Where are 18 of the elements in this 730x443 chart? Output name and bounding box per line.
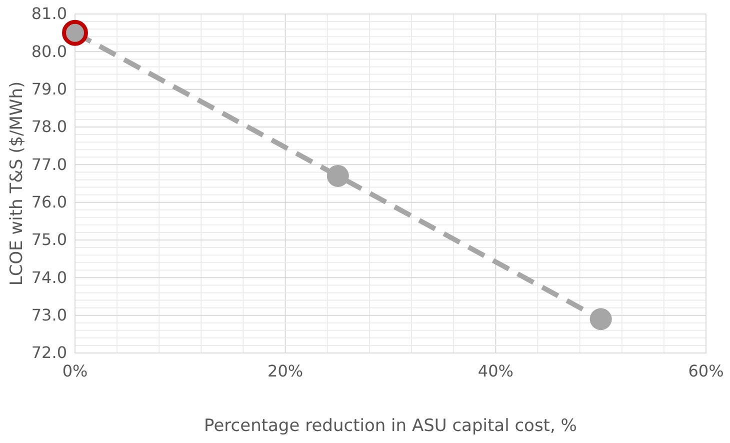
- y-tick-label: 81.0: [31, 4, 67, 24]
- y-tick-label: 75.0: [31, 230, 67, 250]
- y-tick-label: 73.0: [31, 305, 67, 324]
- x-tick-label: 20%: [268, 361, 304, 380]
- x-axis-title: Percentage reduction in ASU capital cost, %: [204, 416, 577, 436]
- point: [590, 308, 612, 330]
- y-tick-label: 80.0: [31, 42, 67, 61]
- x-tick-label: 40%: [478, 361, 514, 380]
- x-tick-label: 60%: [688, 361, 724, 380]
- y-tick-label: 72.0: [31, 343, 67, 362]
- x-tick-label: 0%: [62, 361, 88, 380]
- y-tick-label: 79.0: [31, 79, 67, 98]
- point: [326, 164, 349, 187]
- y-tick-label: 74.0: [31, 268, 67, 287]
- y-tick-label: 78.0: [31, 117, 67, 136]
- y-axis-title: LCOE with T&S ($/MWh): [7, 81, 27, 286]
- y-tick-label: 76.0: [31, 192, 67, 212]
- y-tick-label: 77.0: [31, 154, 67, 174]
